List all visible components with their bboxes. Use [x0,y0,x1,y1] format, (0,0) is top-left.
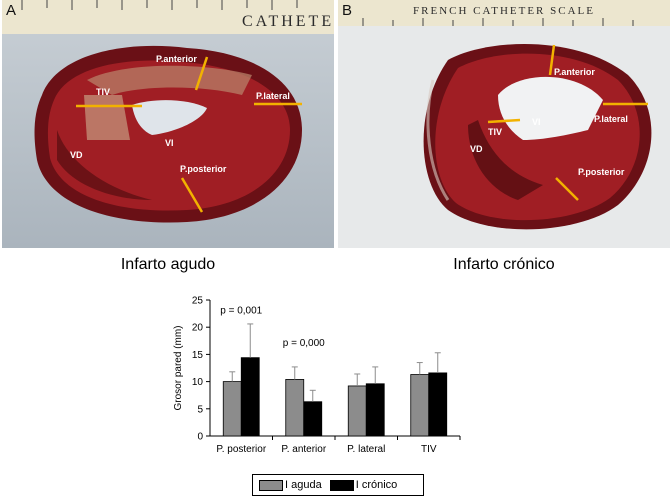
y-tick-label: 15 [192,350,204,361]
p-value-annotation: p = 0,001 [220,306,262,317]
label-posterior-wall-b: P.posterior [578,167,625,177]
label-right-ventricle: VD [70,150,83,160]
x-tick-label: TIV [421,444,437,455]
x-tick-label: P. lateral [347,444,385,455]
caption-chronic: Infarto crónico [453,256,555,273]
y-axis-label: Grosor pared (mm) [173,325,184,410]
chart-legend: I aguda I crónico [252,474,424,496]
label-septum: TIV [96,87,110,97]
label-lateral-wall-b: P.lateral [594,114,628,124]
label-posterior-wall: P.posterior [180,164,227,174]
panel-letter-a: A [6,2,17,19]
label-right-ventricle-b: VD [470,144,483,154]
y-tick-label: 5 [197,404,203,415]
ruler-text: CATHETER [242,13,334,30]
label-anterior-wall: P.anterior [156,54,197,64]
chronic-infarct-photo: FRENCH CATHETER SCALE P.anterior VI P.la… [338,0,670,248]
legend-label-chronic: I crónico [355,479,398,491]
bar-chronic [240,357,260,437]
bar-chronic [365,383,385,437]
p-value-annotation: p = 0,000 [283,338,325,349]
x-tick-label: P. anterior [281,444,327,455]
bar-chronic [428,372,448,437]
label-left-ventricle-b: VI [532,117,541,127]
bar-acute [222,381,242,437]
wall-markers [76,56,302,213]
legend-swatch-chronic [329,479,354,491]
bar-acute [285,379,305,437]
legend-label-acute: I aguda [285,479,322,491]
panel-letter-b: B [342,2,353,19]
panel-acute-infarct: CATHETER P.anterior TIV P.lateral VI VD … [2,0,334,248]
wall-markers-b [487,44,648,201]
caption-acute: Infarto agudo [120,256,216,273]
catheter-scale-ruler [2,0,334,34]
label-left-ventricle: VI [165,138,174,148]
bar-chronic [303,401,323,437]
ruler-text-b: FRENCH CATHETER SCALE [413,5,595,17]
x-tick-label: P. posterior [216,444,267,455]
bar-acute [410,374,430,437]
bar-acute [347,385,367,437]
y-tick-label: 0 [197,432,203,443]
legend-item-chronic: I crónico [329,479,398,491]
label-septum-b: TIV [488,127,502,137]
y-tick-label: 10 [192,377,204,388]
label-anterior-wall-b: P.anterior [554,67,595,77]
wall-thickness-chart: 0 5 10 15 20 25 Grosor pared (mm) P. posterior P… [173,296,461,455]
legend-item-acute: I aguda [259,479,322,491]
panel-chronic-infarct: FRENCH CATHETER SCALE P.anterior VI P.la… [338,0,670,248]
label-lateral-wall: P.lateral [256,91,290,101]
y-tick-label: 20 [192,323,204,334]
acute-infarct-photo: CATHETER P.anterior TIV P.lateral VI VD … [2,0,334,248]
legend-swatch-acute [259,479,283,491]
y-tick-label: 25 [192,296,204,307]
